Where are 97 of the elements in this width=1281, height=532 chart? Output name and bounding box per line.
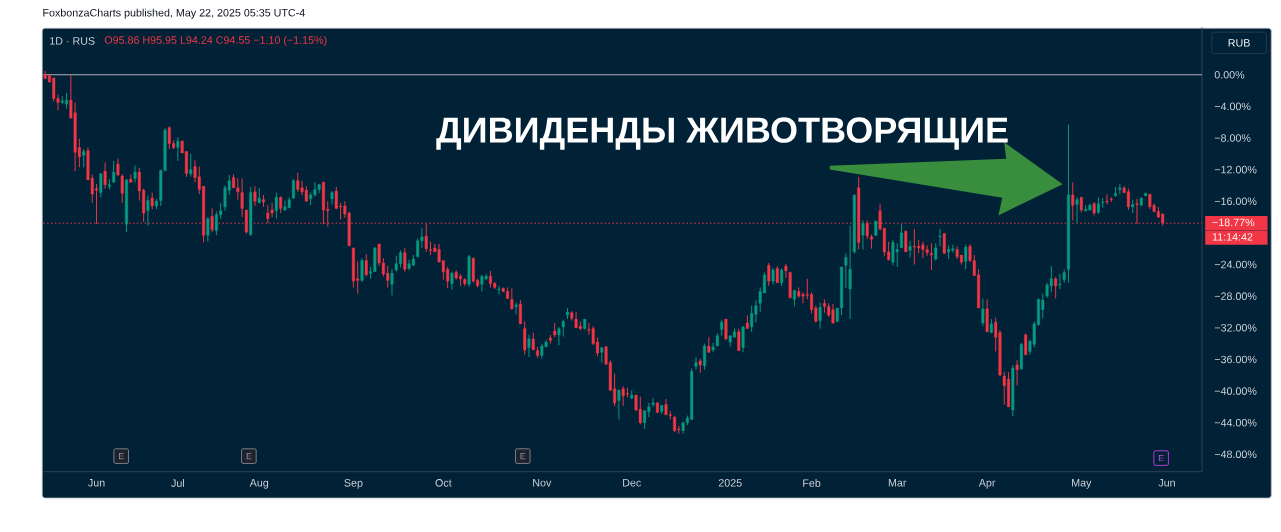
candlestick — [112, 160, 116, 183]
candlestick — [403, 247, 407, 273]
candlestick — [176, 136, 180, 162]
x-tick-label: Apr — [978, 479, 996, 489]
annotation: E — [1158, 454, 1164, 462]
y-tick-label: −28.00% — [1214, 292, 1257, 300]
candlestick — [818, 301, 822, 330]
candlestick — [514, 301, 518, 315]
text: 11:14:42 — [1212, 233, 1253, 241]
candlestick — [638, 396, 642, 425]
candlestick — [908, 240, 912, 258]
x-tick-label: Jul — [171, 479, 185, 487]
candlestick — [1071, 181, 1075, 221]
y-tick-label: −16.00% — [1214, 197, 1257, 205]
candlestick — [861, 219, 865, 250]
candlestick — [1075, 196, 1079, 224]
candlestick — [985, 298, 989, 333]
candlestick — [900, 223, 903, 249]
candlestick — [617, 388, 621, 420]
candlestick — [206, 216, 210, 243]
candlestick — [831, 303, 835, 325]
candlestick — [223, 184, 227, 212]
y-tick-label: −40.00% — [1214, 387, 1257, 395]
y-tick-label: −4.00% — [1214, 102, 1251, 111]
x-tick-label: Mar — [888, 479, 907, 487]
x-tick-label: Feb — [803, 479, 821, 487]
candlestick — [703, 343, 707, 371]
candlestick — [929, 242, 933, 271]
candlestick — [210, 207, 214, 233]
candlestick — [767, 262, 771, 287]
candlestick — [694, 356, 698, 371]
candlestick — [133, 165, 137, 183]
candlestick — [292, 178, 295, 200]
candlestick — [270, 202, 274, 218]
x-tick-label: Dec — [623, 479, 641, 487]
ref-line-label: −18.77% — [1212, 218, 1255, 227]
x-tick-label: Aug — [249, 479, 269, 489]
x-tick-label: Sep — [344, 479, 363, 489]
x-tick-label: May — [1072, 479, 1092, 489]
candlestick — [737, 328, 741, 352]
candlestick — [951, 244, 955, 254]
candlestick — [103, 161, 107, 190]
candlestick — [1105, 193, 1109, 205]
candlestick — [1118, 183, 1122, 195]
candlestick — [801, 291, 805, 304]
candlestick — [1058, 273, 1062, 290]
candlestick — [523, 320, 527, 356]
y-tick-label: −8.00% — [1214, 134, 1251, 142]
candlestick — [364, 253, 368, 277]
candlestick — [1054, 276, 1058, 299]
x-tick-label: Oct — [435, 479, 452, 487]
candlestick — [99, 173, 103, 198]
annotation: E — [118, 453, 124, 460]
x-tick-label: Nov — [533, 479, 552, 487]
candlestick — [283, 199, 287, 212]
candlestick — [424, 222, 428, 253]
y-tick-label: −48.00% — [1214, 450, 1257, 459]
candlestick — [921, 241, 925, 259]
candlestick — [82, 148, 86, 168]
y-tick-label: −36.00% — [1214, 355, 1257, 364]
annotation: E — [520, 453, 526, 460]
y-tick-label: −24.00% — [1214, 260, 1257, 269]
candlestick — [274, 192, 278, 220]
candlestick — [253, 185, 257, 207]
candlestick — [189, 153, 193, 178]
candlestick — [741, 325, 745, 353]
candlestick — [360, 257, 364, 283]
candlestick — [1126, 188, 1130, 211]
candlestick — [497, 285, 501, 295]
x-tick-label: Jun — [88, 479, 105, 487]
y-tick-label: −12.00% — [1214, 165, 1257, 174]
x-tick-label: Jun — [1158, 479, 1175, 487]
text: FoxbonzaCharts published, May 22, 2025 05:35 UTC-4 — [43, 8, 305, 19]
candlestick — [527, 334, 531, 358]
candlestick — [964, 244, 968, 270]
text: 1D · RUS — [50, 37, 95, 45]
candlestick — [296, 172, 300, 193]
y-tick-label: 0.00% — [1214, 70, 1245, 79]
x-tick-label: 2025 — [718, 479, 742, 487]
candlestick — [146, 195, 150, 227]
candlestick — [895, 242, 899, 268]
text: O95.86 H95.95 L94.24 C94.55 −1.10 (−1.15%) — [104, 35, 327, 46]
candlestick — [621, 385, 625, 407]
text: RUB — [1228, 39, 1250, 47]
y-tick-label: −32.00% — [1214, 323, 1257, 332]
candlestick — [450, 271, 454, 291]
candlestick — [981, 297, 985, 327]
candlestick — [373, 246, 377, 273]
candlestick — [518, 299, 522, 325]
candlestick — [313, 181, 317, 197]
candlestick — [510, 287, 514, 311]
candlestick — [1015, 359, 1019, 386]
annotation: E — [246, 453, 252, 460]
y-tick-label: −44.00% — [1214, 418, 1257, 427]
annotation: ДИВИДЕНДЫ ЖИВОТВОРЯЩИЕ — [436, 117, 1008, 150]
candlestick — [938, 228, 942, 247]
candlestick — [891, 239, 895, 266]
